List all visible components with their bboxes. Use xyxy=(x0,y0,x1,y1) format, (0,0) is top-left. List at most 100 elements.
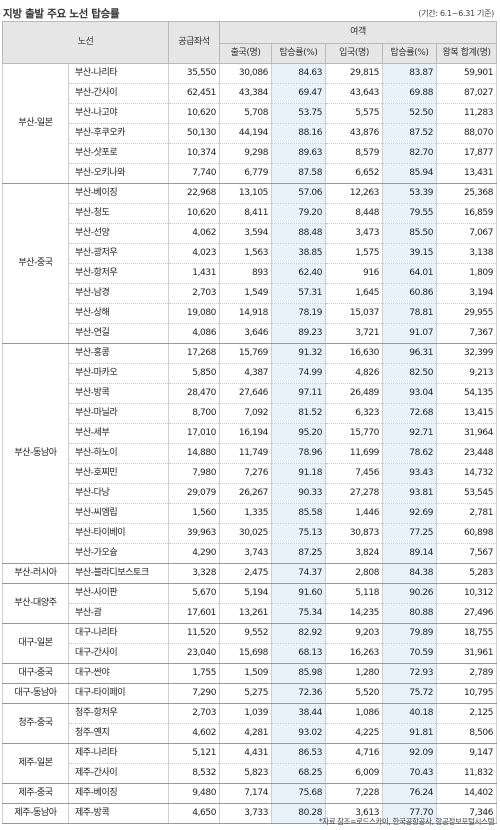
arrival-rate-cell: 40.18 xyxy=(382,703,438,724)
arrival-rate-cell: 92.69 xyxy=(382,503,438,524)
arrival-cell: 26,489 xyxy=(325,383,384,404)
header-total: 왕복 합계(명) xyxy=(436,43,498,64)
total-cell: 27,496 xyxy=(436,603,498,624)
arrival-rate-cell: 92.71 xyxy=(382,423,438,444)
route-cell: 부산-홍콩 xyxy=(67,343,170,364)
total-cell: 8,506 xyxy=(436,723,498,744)
seats-cell: 10,620 xyxy=(168,103,221,124)
arrival-cell: 12,263 xyxy=(325,183,384,204)
table-row: 대구-간사이 23,040 15,698 68.13 16,263 70.59 31,961 xyxy=(3,643,498,664)
departure-cell: 7,276 xyxy=(219,463,273,484)
route-cell: 부산-상해 xyxy=(67,303,170,324)
route-cell: 부산-마카오 xyxy=(67,363,170,384)
route-cell: 대구-싼야 xyxy=(67,663,170,684)
departure-cell: 30,025 xyxy=(219,523,273,544)
departure-rate-cell: 95.20 xyxy=(271,423,327,444)
arrival-rate-cell: 85.50 xyxy=(382,223,438,244)
region-cell: 대구-일본 xyxy=(2,623,69,664)
arrival-rate-cell: 76.24 xyxy=(382,783,438,804)
seats-cell: 4,023 xyxy=(168,243,221,264)
table-row: 부산-타이베이 39,963 30,025 75.13 30,873 77.25 60,89… xyxy=(3,523,498,544)
departure-rate-cell: 87.58 xyxy=(271,163,327,184)
table-row: 부산-항저우 1,431 893 62.40 916 64.01 1,809 xyxy=(3,263,498,284)
departure-rate-cell: 90.33 xyxy=(271,483,327,504)
boarding-rate-table: 노선 공급좌석 여객 출국(명) 탑승률(%) 입국(명) 탑승률(%) 왕복 … xyxy=(1,21,498,824)
table-row: 제주-간사이 8,532 5,823 68.25 6,009 70.43 11,832 xyxy=(3,763,498,784)
arrival-cell: 43,876 xyxy=(325,123,384,144)
route-cell: 부산-마닐라 xyxy=(67,403,170,424)
seats-cell: 8,700 xyxy=(168,403,221,424)
arrival-rate-cell: 79.89 xyxy=(382,623,438,644)
arrival-rate-cell: 78.81 xyxy=(382,303,438,324)
seats-cell: 39,963 xyxy=(168,523,221,544)
arrival-cell: 7,228 xyxy=(325,783,384,804)
arrival-cell: 27,278 xyxy=(325,483,384,504)
total-cell: 2,789 xyxy=(436,663,498,684)
departure-rate-cell: 69.47 xyxy=(271,83,327,104)
arrival-rate-cell: 93.81 xyxy=(382,483,438,504)
route-cell: 대구-나리타 xyxy=(67,623,170,644)
arrival-cell: 9,203 xyxy=(325,623,384,644)
route-cell: 부산-사이판 xyxy=(67,583,170,604)
total-cell: 14,732 xyxy=(436,463,498,484)
header-passengers: 여객 xyxy=(219,21,498,44)
departure-cell: 3,733 xyxy=(219,803,273,824)
departure-rate-cell: 75.68 xyxy=(271,783,327,804)
header-arrival-rate: 탑승률(%) xyxy=(382,43,438,64)
arrival-rate-cell: 83.87 xyxy=(382,63,438,84)
departure-rate-cell: 75.34 xyxy=(271,603,327,624)
arrival-rate-cell: 78.62 xyxy=(382,443,438,464)
table-row: 부산-동남아 부산-홍콩 17,268 15,769 91.32 16,630 96.31 3… xyxy=(2,343,498,564)
departure-cell: 13,261 xyxy=(219,603,273,624)
departure-rate-cell: 89.63 xyxy=(271,143,327,164)
table-row: 부산-세부 17,010 16,194 95.20 15,770 92.71 31,964 xyxy=(3,423,498,444)
total-cell: 32,399 xyxy=(436,343,498,364)
departure-cell: 1,335 xyxy=(219,503,273,524)
seats-cell: 4,602 xyxy=(168,723,221,744)
arrival-cell: 29,815 xyxy=(325,63,384,84)
total-cell: 9,213 xyxy=(436,363,498,384)
seats-cell: 10,620 xyxy=(168,203,221,224)
route-cell: 청주-항저우 xyxy=(67,703,170,724)
table-row: 부산-괌 17,601 13,261 75.34 14,235 80.88 27,496 xyxy=(3,603,498,624)
arrival-rate-cell: 90.26 xyxy=(382,583,438,604)
departure-cell: 6,779 xyxy=(219,163,273,184)
arrival-rate-cell: 77.70 xyxy=(382,803,438,824)
route-cell: 부산-호찌민 xyxy=(67,463,170,484)
total-cell: 16,859 xyxy=(436,203,498,224)
departure-rate-cell: 38.44 xyxy=(271,703,327,724)
departure-cell: 7,174 xyxy=(219,783,273,804)
route-cell: 부산-하노이 xyxy=(67,443,170,464)
total-cell: 7,367 xyxy=(436,323,498,344)
table-row: 제주-중국 제주-베이징 9,480 7,174 75.68 7,228 76.24 14,4… xyxy=(2,783,498,804)
header-row: 노선 공급좌석 여객 xyxy=(1,21,498,64)
arrival-rate-cell: 87.52 xyxy=(382,123,438,144)
route-cell: 부산-후쿠오카 xyxy=(67,123,170,144)
arrival-cell: 16,263 xyxy=(325,643,384,664)
header-route: 노선 xyxy=(1,21,170,64)
departure-rate-cell: 82.92 xyxy=(271,623,327,644)
seats-cell: 23,040 xyxy=(168,643,221,664)
table-row: 부산-다낭 29,079 26,267 90.33 27,278 93.81 53,545 xyxy=(3,483,498,504)
header-departure-rate: 탑승률(%) xyxy=(271,43,327,64)
region-cell: 부산-중국 xyxy=(2,183,69,344)
arrival-cell: 1,575 xyxy=(325,243,384,264)
region-cell: 부산-대양주 xyxy=(2,583,69,624)
arrival-cell: 8,448 xyxy=(325,203,384,224)
departure-rate-cell: 91.18 xyxy=(271,463,327,484)
table-row: 대구-일본 대구-나리타 11,520 9,552 82.92 9,203 79.89 18,… xyxy=(2,623,498,664)
table-row: 부산-마카오 5,850 4,387 74.99 4,826 82.50 9,213 xyxy=(3,363,498,384)
seats-cell: 2,703 xyxy=(168,283,221,304)
route-cell: 부산-항저우 xyxy=(67,263,170,284)
departure-rate-cell: 93.02 xyxy=(271,723,327,744)
region-cell: 제주-중국 xyxy=(2,783,69,804)
arrival-rate-cell: 82.70 xyxy=(382,143,438,164)
seats-cell: 22,968 xyxy=(168,183,221,204)
arrival-cell: 14,235 xyxy=(325,603,384,624)
departure-rate-cell: 53.75 xyxy=(271,103,327,124)
route-cell: 부산-삿포로 xyxy=(67,143,170,164)
seats-cell: 10,374 xyxy=(168,143,221,164)
departure-cell: 1,563 xyxy=(219,243,273,264)
departure-rate-cell: 79.20 xyxy=(271,203,327,224)
departure-cell: 4,281 xyxy=(219,723,273,744)
